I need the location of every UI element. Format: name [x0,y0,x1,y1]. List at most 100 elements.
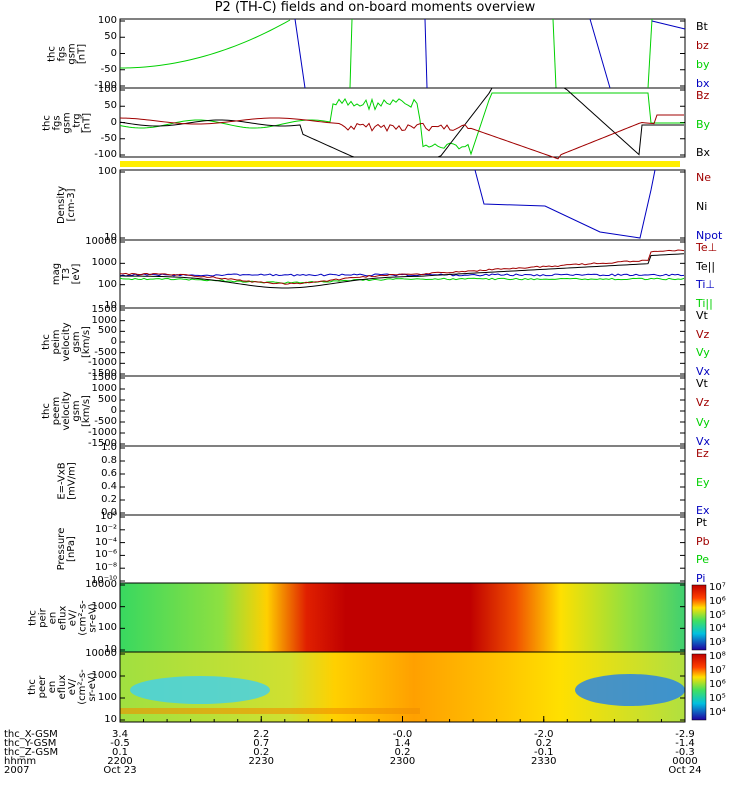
trace-bx [651,20,686,30]
footer-value: 0.7 [253,738,270,749]
ylabel-line: [km/s] [81,326,92,358]
legend-Pb: Pb [696,534,710,548]
footer-value: -1.4 [675,738,695,749]
ytick-label: -50 [100,63,117,75]
ytick-label: 500 [97,394,117,405]
ytick-label: 100 [97,692,117,703]
ytick-label: -50 [100,132,117,144]
footer-value: 1.4 [394,738,411,749]
legend-Pt: Pt [696,516,707,529]
trace-by-gsm [119,92,684,156]
ytick-label: 0 [110,47,117,59]
ytick-label: -100 [94,80,117,91]
footer-value: -2.0 [533,729,554,740]
ytick-label: 500 [97,325,117,337]
trace-by [647,18,653,89]
ytick-label: 100 [97,15,117,26]
ytick-label: 0.2 [101,494,117,505]
colorbar-tick: 10⁷ [709,665,726,676]
legend-bz: bz [696,39,709,52]
ytick-label: 10 [104,714,117,725]
legend-Ez: Ez [696,447,709,460]
footer-row-label: thc_Z-GSM [4,747,59,758]
ytick-label: 10⁻⁴ [94,536,117,548]
ytick-label: -1000 [87,427,117,438]
ylabel-line: eV/ [67,609,78,626]
ytick-label: 10⁻¹⁰ [90,575,117,586]
ytick-label: 50 [104,31,117,43]
ylabel-line: [nT] [76,43,87,64]
footer-value: 2300 [389,756,416,767]
ylabel-line: sr-eV) [87,602,98,633]
trace-npot [474,169,656,239]
ylabel-temperature: mag T3 [eV] [51,240,82,308]
colorbar-tick: 10⁵ [709,693,726,704]
legend-Bt: Bt [696,20,708,33]
ylabel-line: [mV/m] [66,461,77,500]
legend-Vz: Vz [696,396,710,410]
ytick-label: -100 [94,149,117,160]
ylabel-line: thc [41,114,52,131]
ylabel-line: thc [27,609,38,626]
colorbar-tick: 10⁴ [709,707,726,718]
ytick-label: 100 [97,278,117,290]
footer-value: -0.0 [392,729,413,740]
legend-By: By [696,117,711,131]
ytick-label: 1000 [91,383,117,394]
footer-row-label: hhmm [4,756,37,767]
ylabel-peir_flux: thc peir en eflux eV/(cm²-s-sr-eV) [27,583,98,652]
legend-Pi: Pi [696,572,706,585]
panel-frame-peem_vel [119,375,686,447]
legend-Ni: Ni [696,200,708,213]
ytick-label: -1500 [87,438,117,449]
panel-frame-efield [119,445,686,516]
spectrogram-low-flux-right [575,674,685,706]
ytick-label: 10 [104,300,117,311]
ylabel-line: fgs [51,114,62,131]
legend-Vz: Vz [696,327,710,341]
trace-te-perp [119,249,685,285]
legend-bx: bx [696,77,710,90]
colorbar-tick: 10⁶ [709,595,726,607]
ylabel-peem_vel: thc peem velocity gsm [km/s] [41,376,92,446]
ytick-label: -500 [94,346,117,358]
panel-frame-pressure [119,514,686,584]
ylabel-line: gsm [61,111,72,134]
ylabel-fgs_gsm: thc fgs gsm _trg [nT] [41,88,92,157]
footer-value: -2.9 [675,729,695,740]
chart-title: P2 (TH-C) fields and on-board moments ov… [214,0,536,15]
colorbar-tick: 10³ [709,637,726,648]
colorbar-tick: 10⁶ [709,679,726,690]
legend-Vt: Vt [696,377,708,390]
legend-Ne: Ne [696,171,711,184]
trace-by [119,19,291,69]
ytick-label: 0.4 [101,481,117,492]
ytick-label: 10000 [85,579,117,590]
ytick-label: 100 [97,166,117,177]
footer-value: Oct 23 [103,765,137,776]
colorbar-tick: 10⁵ [709,609,726,621]
legend-Bz: Bz [696,89,710,102]
ytick-label: 10⁻⁸ [94,562,117,574]
footer-value: 0.2 [535,738,552,749]
legend-Vt: Vt [696,309,708,322]
ytick-label: 1000 [91,257,117,269]
panel-frame-peim_vel [119,307,686,377]
legend-Ti⊥: Ti⊥ [696,278,716,292]
footer-value: -0.5 [110,738,130,749]
legend-Vy: Vy [696,415,710,429]
ytick-label: 10⁻⁶ [94,549,117,561]
footer-value: 2330 [531,756,557,767]
ytick-label: 0 [110,116,117,128]
ytick-label: 10⁻² [94,523,117,535]
legend-Te⊥: Te⊥ [696,241,718,254]
ylabel-line: thc [46,45,57,62]
spectrogram-peir_flux [120,583,685,652]
ytick-label: 10000 [85,236,117,247]
trace-by [552,18,557,89]
footer-value: 3.4 [112,729,128,740]
trace-ti-perp [119,273,685,277]
footer-value: Oct 24 [668,765,702,776]
spectrogram-low-flux-left [130,676,270,704]
